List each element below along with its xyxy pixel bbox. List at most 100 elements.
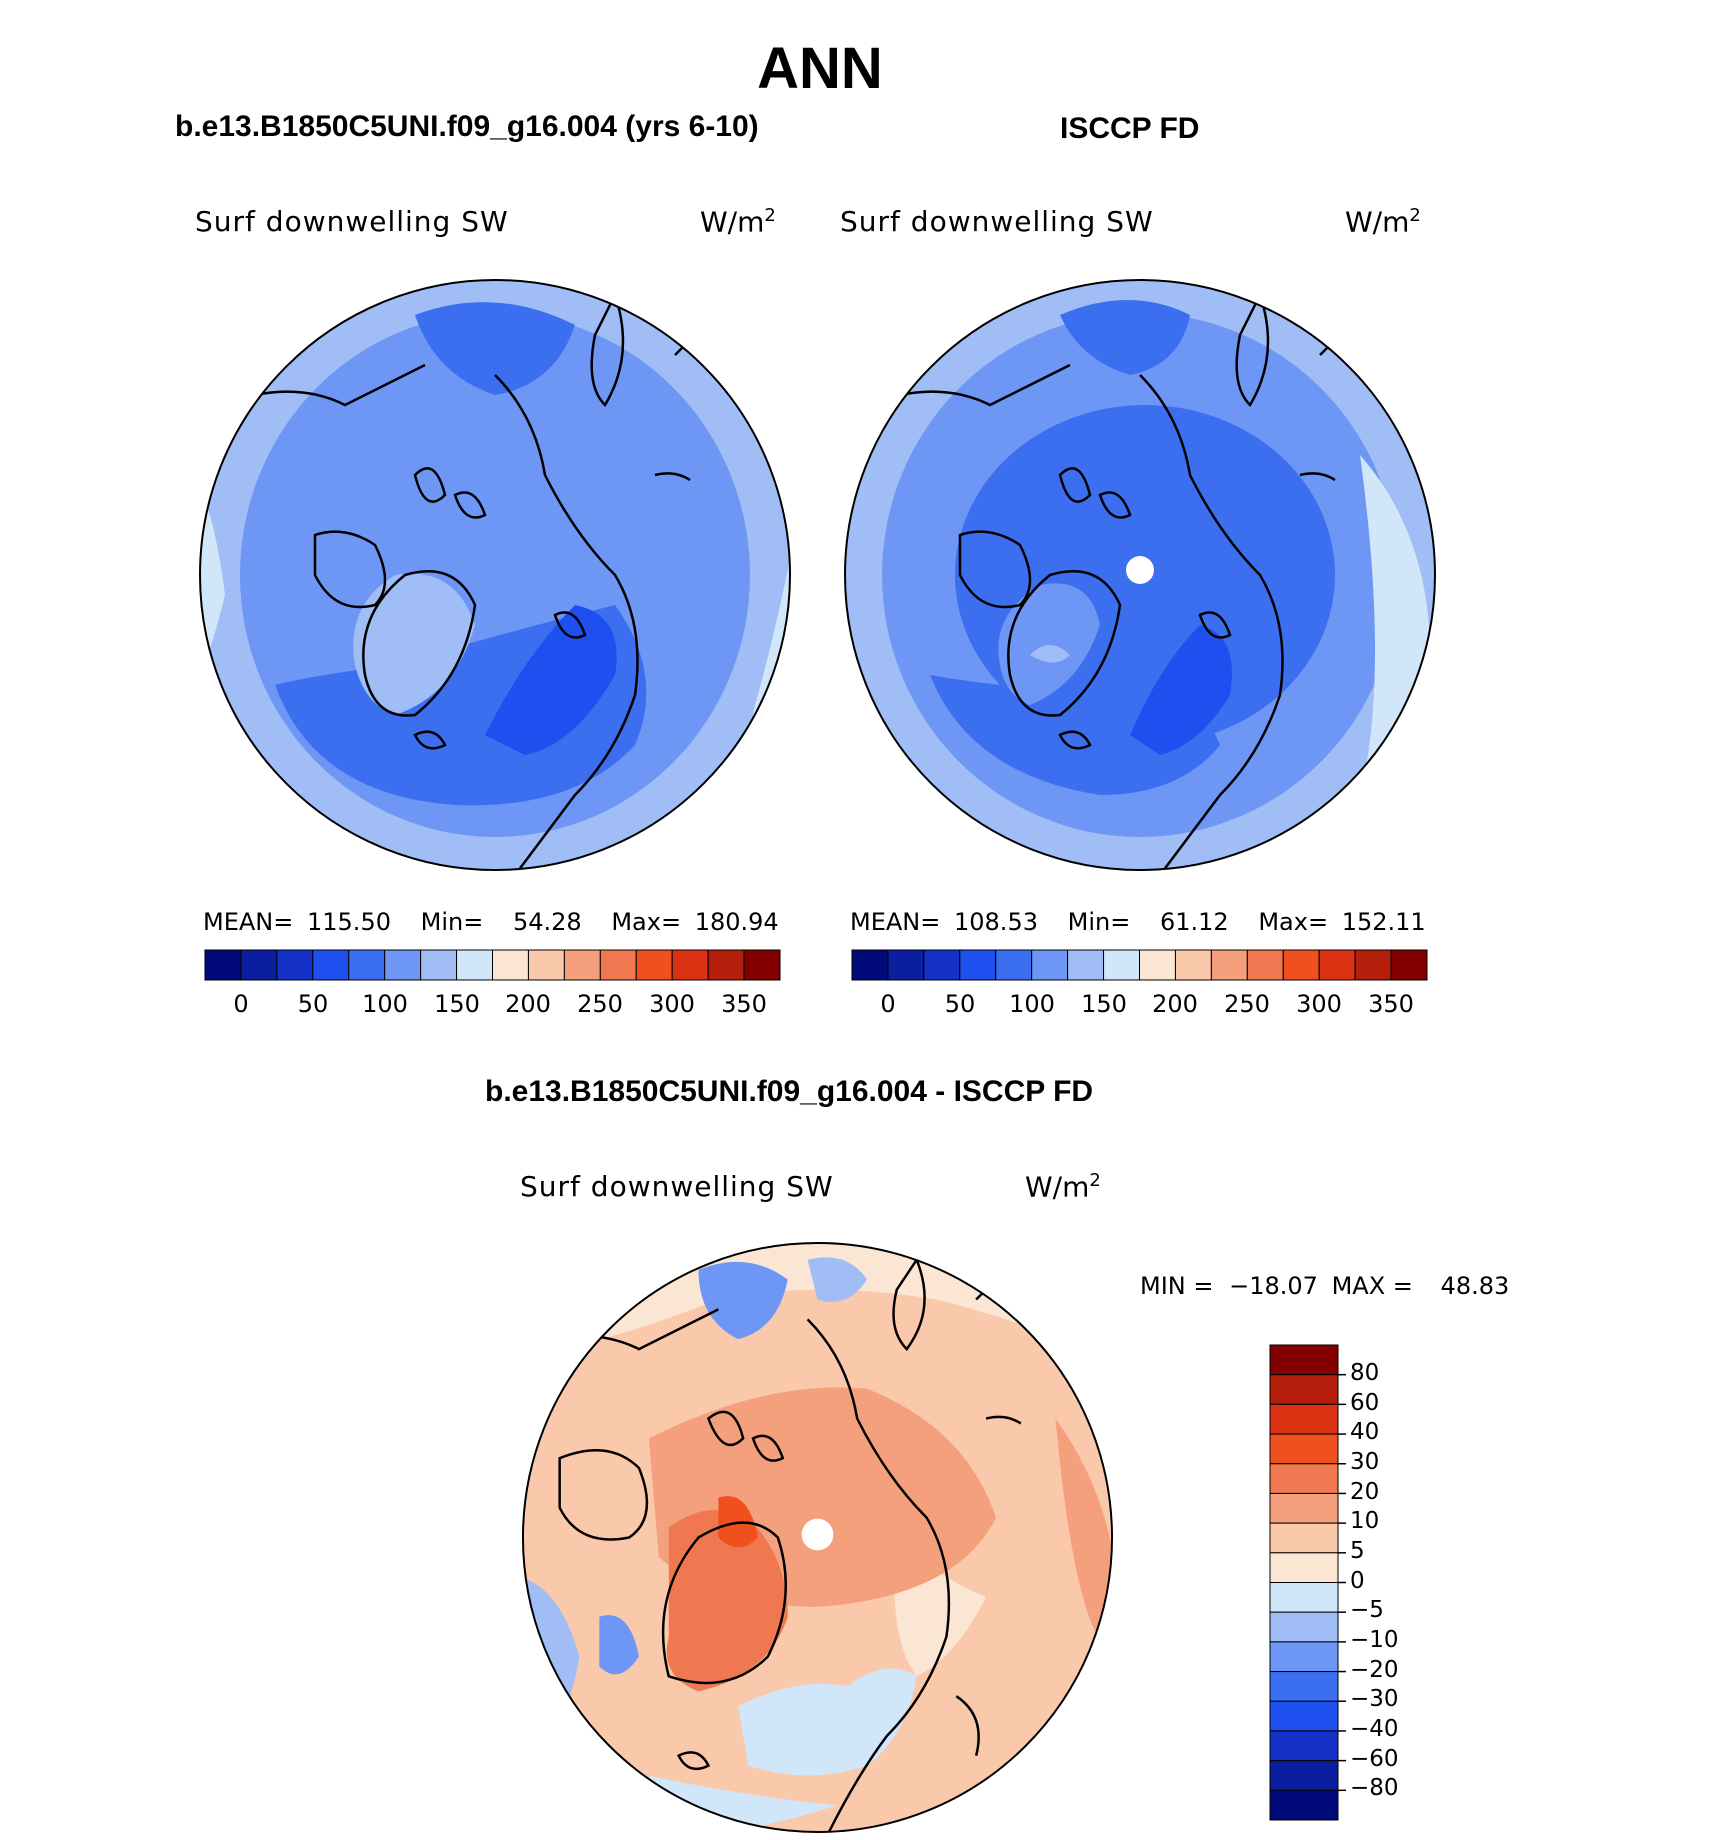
panel-1-max: 180.94 — [694, 908, 779, 936]
panel-2-title: ISCCP FD — [1060, 112, 1200, 145]
colorbar-swatch — [1318, 949, 1356, 981]
colorbar-swatch — [456, 949, 493, 981]
diff-panel-minmax: MIN = −18.07 MAX = 48.83 — [1140, 1272, 1509, 1300]
diff-panel-units: W/m2 — [1025, 1170, 1101, 1203]
colorbar-swatch — [1269, 1789, 1339, 1821]
colorbar-swatch — [1139, 949, 1176, 981]
colorbar-swatch — [1031, 949, 1069, 981]
colorbar-swatch — [204, 949, 242, 981]
panel-1-tick: 100 — [362, 990, 408, 1018]
colorbar-swatch — [671, 949, 709, 981]
colorbar-swatch — [851, 949, 889, 981]
colorbar-swatch — [995, 949, 1033, 981]
panel-2-tick: 0 — [880, 990, 896, 1018]
diff-panel-units-exp: 2 — [1089, 1170, 1101, 1191]
colorbar-swatch — [1103, 949, 1140, 981]
diff-max: 48.83 — [1440, 1272, 1510, 1300]
colorbar-swatch — [384, 949, 422, 981]
colorbar-swatch — [1210, 949, 1248, 981]
panel-1-stats: MEAN= 115.50 Min= 54.28 Max= 180.94 — [203, 908, 779, 936]
panel-2-max: 152.11 — [1341, 908, 1426, 936]
panel-2-max-label: Max= — [1258, 908, 1329, 936]
colorbar-swatch — [1269, 1700, 1339, 1732]
panel-1-min: 54.28 — [512, 908, 582, 936]
colorbar-swatch — [1269, 1730, 1339, 1762]
colorbar-swatch — [1174, 949, 1212, 981]
diff-tick: −30 — [1350, 1686, 1399, 1712]
diff-tick: 60 — [1350, 1390, 1380, 1416]
colorbar-swatch — [707, 949, 745, 981]
panel-2-tick: 300 — [1296, 990, 1342, 1018]
colorbar-swatch — [1246, 949, 1284, 981]
diff-panel-variable: Surf downwelling SW — [520, 1170, 834, 1203]
colorbar-swatch — [348, 949, 386, 981]
panel-2-mean-label: MEAN= — [850, 908, 941, 936]
diff-tick: −10 — [1350, 1627, 1399, 1653]
panel-2-tick: 50 — [944, 990, 976, 1018]
colorbar-swatch — [1269, 1671, 1339, 1702]
colorbar-swatch — [599, 949, 637, 981]
diff-max-label: MAX = — [1331, 1272, 1413, 1300]
panel-2-stats: MEAN= 108.53 Min= 61.12 Max= 152.11 — [850, 908, 1426, 936]
panel-1-max-label: Max= — [611, 908, 682, 936]
colorbar-swatch — [1269, 1611, 1339, 1643]
colorbar-swatch — [959, 949, 997, 981]
colorbar-swatch — [563, 949, 601, 981]
panel-2-tick: 250 — [1224, 990, 1270, 1018]
diff-panel-map — [521, 1241, 1114, 1834]
colorbar-swatch — [1269, 1374, 1339, 1405]
panel-2-tick: 100 — [1009, 990, 1055, 1018]
diff-tick: 20 — [1350, 1479, 1380, 1505]
panel-2-variable: Surf downwelling SW — [840, 205, 1154, 238]
diff-tick: 40 — [1350, 1419, 1380, 1445]
diff-colorbar — [1269, 1344, 1346, 1821]
panel-2-min: 61.12 — [1159, 908, 1229, 936]
colorbar-swatch — [420, 949, 458, 981]
diff-tick: 10 — [1350, 1508, 1380, 1534]
colorbar-swatch — [1269, 1403, 1339, 1435]
diff-tick: −5 — [1350, 1597, 1384, 1623]
panel-2-min-label: Min= — [1067, 908, 1131, 936]
colorbar-swatch — [1269, 1582, 1339, 1613]
colorbar-swatch — [1269, 1552, 1339, 1583]
panel-1-units-base: W/m — [700, 205, 765, 239]
diff-panel-units-base: W/m — [1025, 1170, 1090, 1204]
panel-1-units-exp: 2 — [764, 205, 776, 226]
panel-1-title: b.e13.B1850C5UNI.f09_g16.004 (yrs 6-10) — [175, 110, 759, 143]
colorbar-swatch — [527, 949, 565, 981]
colorbar-swatch — [635, 949, 673, 981]
panel-2-colorbar — [851, 949, 1428, 981]
colorbar-swatch — [1269, 1522, 1339, 1554]
colorbar-swatch — [276, 949, 314, 981]
diff-tick: 30 — [1350, 1449, 1380, 1475]
diff-tick: 0 — [1350, 1568, 1365, 1594]
panel-1-colorbar — [204, 949, 781, 981]
diff-panel-title: b.e13.B1850C5UNI.f09_g16.004 - ISCCP FD — [485, 1075, 1094, 1108]
colorbar-swatch — [743, 949, 781, 981]
diff-tick: 5 — [1350, 1538, 1365, 1564]
panel-2-tick: 150 — [1081, 990, 1127, 1018]
panel-2-units: W/m2 — [1345, 205, 1421, 238]
diff-tick: 80 — [1350, 1360, 1380, 1386]
panel-1-variable: Surf downwelling SW — [195, 205, 509, 238]
diff-min: −18.07 — [1229, 1272, 1318, 1300]
diff-tick: −60 — [1350, 1746, 1399, 1772]
colorbar-swatch — [1354, 949, 1392, 981]
colorbar-swatch — [1269, 1760, 1339, 1791]
colorbar-swatch — [312, 949, 350, 981]
panel-2-units-exp: 2 — [1409, 205, 1421, 226]
main-title: ANN — [757, 36, 883, 101]
panel-2-map — [844, 279, 1436, 871]
diff-tick: −80 — [1350, 1775, 1399, 1801]
diff-tick: −20 — [1350, 1657, 1399, 1683]
panel-1-tick: 150 — [434, 990, 480, 1018]
panel-2-units-base: W/m — [1345, 205, 1410, 239]
colorbar-swatch — [1269, 1433, 1339, 1465]
panel-2-tick: 350 — [1368, 990, 1414, 1018]
colorbar-swatch — [887, 949, 925, 981]
panel-1-tick: 200 — [505, 990, 551, 1018]
panel-2-tick: 200 — [1152, 990, 1198, 1018]
panel-1-mean: 115.50 — [307, 908, 391, 936]
colorbar-swatch — [1269, 1492, 1339, 1524]
colorbar-swatch — [1067, 949, 1105, 981]
